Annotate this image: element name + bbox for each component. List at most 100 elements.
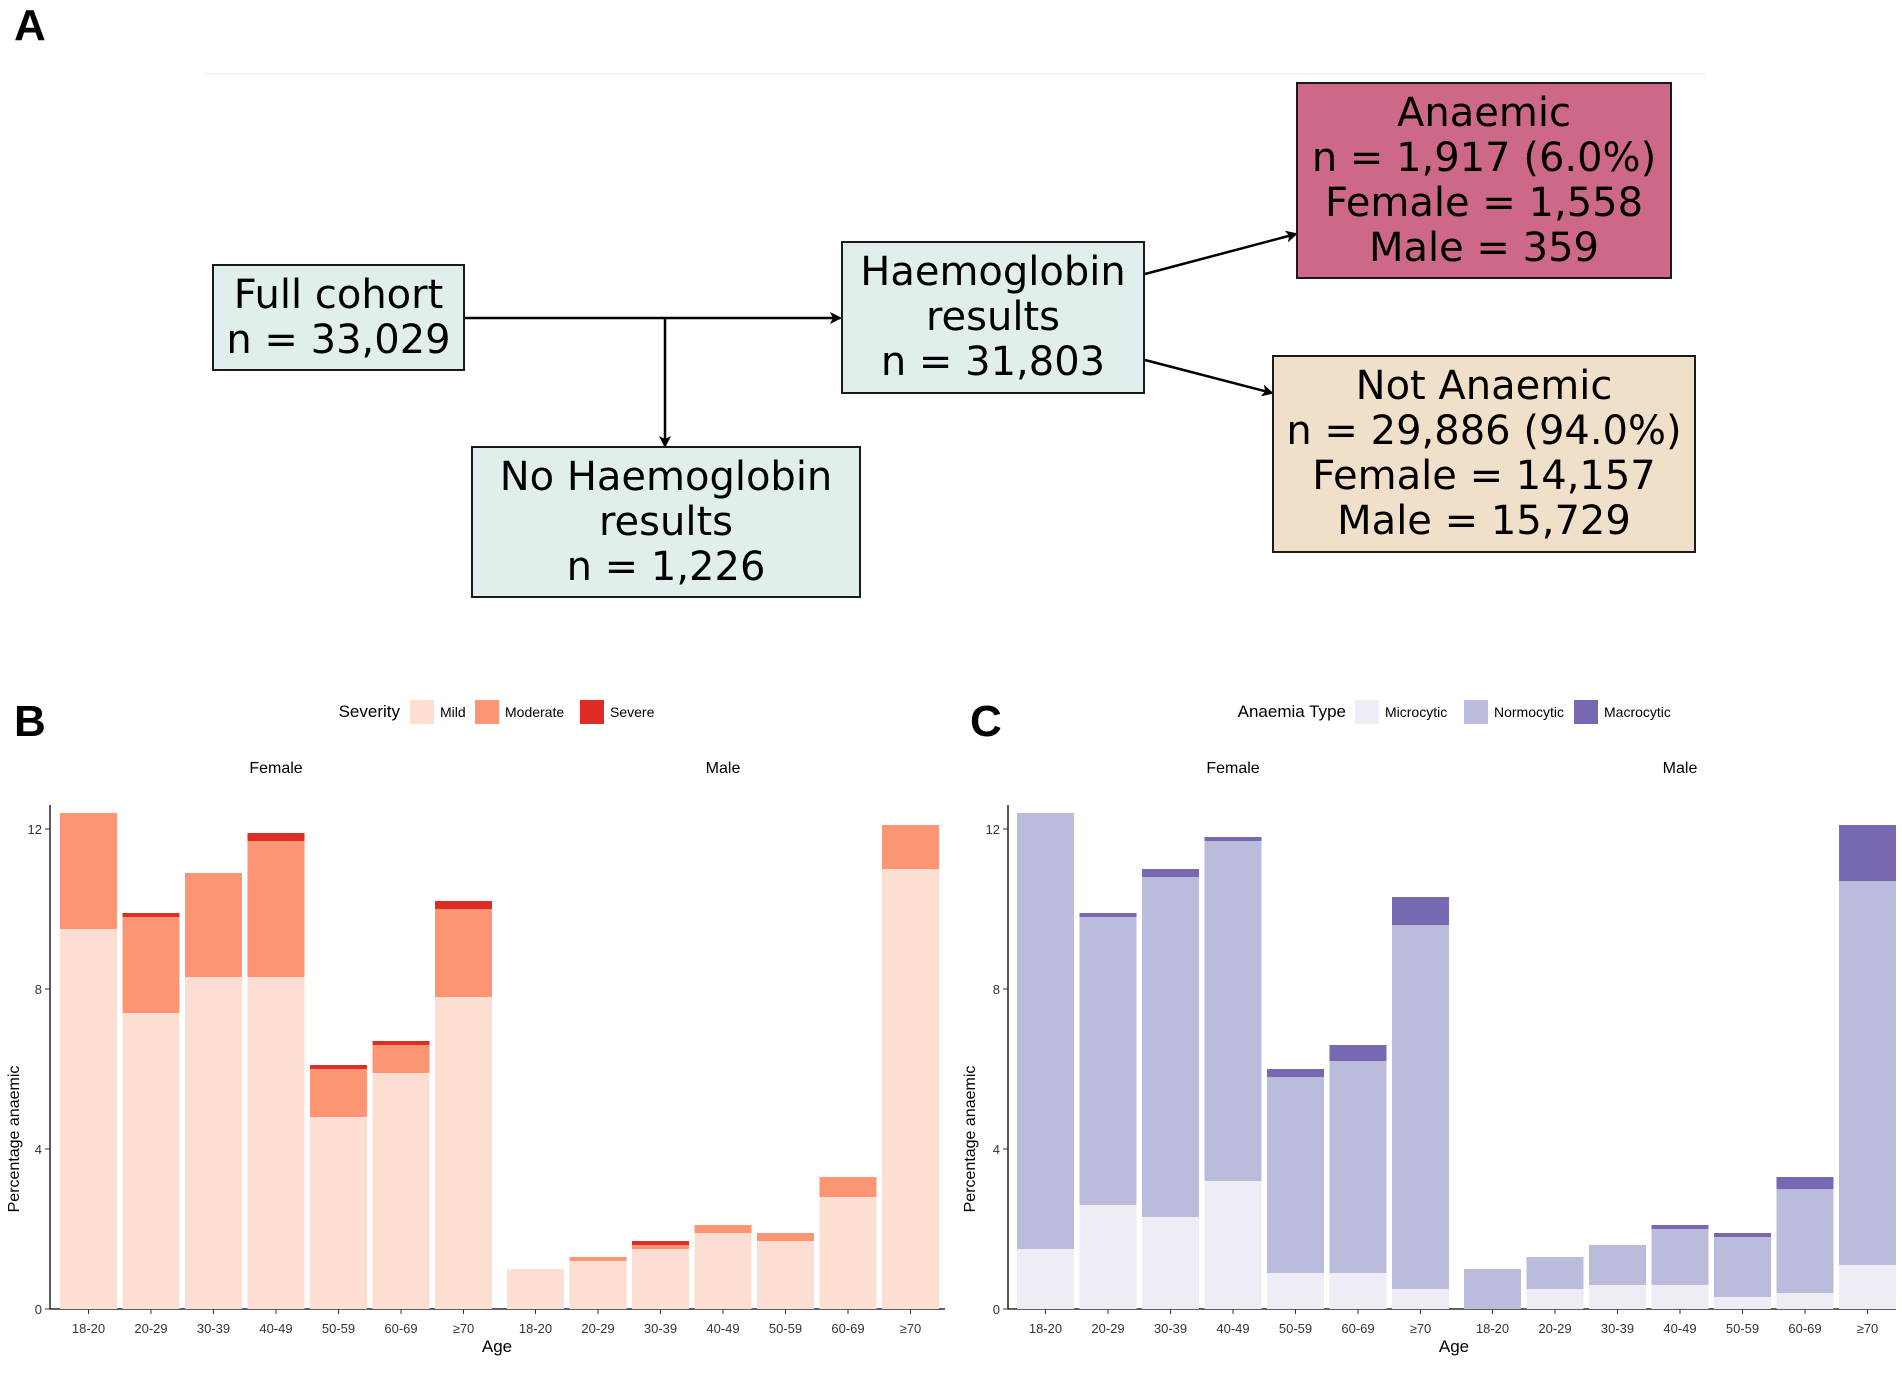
- bar-female-40-49-microcytic: [1204, 1181, 1262, 1309]
- x-tick-label-female-20-29: 20-29: [1091, 1321, 1124, 1336]
- no-haemoglobin-title-2: results: [598, 498, 733, 545]
- full-cohort-title: Full cohort: [233, 271, 444, 318]
- bar-female-20-29-severe: [122, 913, 180, 917]
- bar-male-50-59-microcytic: [1714, 1297, 1771, 1309]
- arrow-haemoglobin-to-not-anaemic: [1144, 358, 1274, 397]
- bar-female-20-29-mild: [122, 1013, 180, 1309]
- bar-male-60-69-normocytic: [1776, 1189, 1834, 1293]
- anaemic-count: n = 1,917 (6.0%): [1311, 134, 1657, 181]
- x-tick-label-male-20-29: 20-29: [1538, 1321, 1571, 1336]
- x-tick-label-male-20-29: 20-29: [581, 1321, 614, 1336]
- bar-female-30-39-microcytic: [1142, 1217, 1199, 1309]
- y-tick-label-12: 12: [28, 822, 42, 837]
- y-tick-label-4: 4: [35, 1142, 42, 1157]
- haemoglobin-results-box: Haemoglobin results n = 31,803: [841, 241, 1145, 394]
- bar-male-40-49-mild: [694, 1233, 752, 1309]
- x-tick-label-male-60-69: 60-69: [1788, 1321, 1821, 1336]
- bar-male-20-29-microcytic: [1526, 1289, 1584, 1309]
- haemoglobin-title-2: results: [925, 294, 1060, 340]
- x-tick-label-female-60-69: 60-69: [1341, 1321, 1374, 1336]
- y-axis-label: Percentage anaemic: [962, 1066, 979, 1213]
- bar-female-60-69-macrocytic: [1329, 1045, 1387, 1061]
- bar-male-30-39-severe: [632, 1241, 689, 1245]
- y-tick-label-8: 8: [35, 982, 42, 997]
- bar-male-40-49-moderate: [694, 1225, 752, 1233]
- legend-title: Severity: [339, 702, 401, 721]
- x-tick-label-male-30-39: 30-39: [1601, 1321, 1634, 1336]
- bar-female-70-normocytic: [1392, 925, 1449, 1289]
- facet-label-male: Male: [1663, 760, 1698, 777]
- not-anaemic-box: Not Anaemic n = 29,886 (94.0%) Female = …: [1272, 355, 1696, 553]
- y-axis-label: Percentage anaemic: [6, 1066, 23, 1213]
- panel-letter-a: A: [14, 1, 46, 50]
- x-tick-label-male-70: ≥70: [900, 1321, 922, 1336]
- anaemia-type-chart: Anaemia Type Microcytic Normocytic Macrocyt…: [962, 700, 1896, 1356]
- bar-male-50-59-mild: [757, 1241, 814, 1309]
- bar-male-70-mild: [882, 869, 939, 1309]
- haemoglobin-count: n = 31,803: [880, 339, 1106, 385]
- bar-female-20-29-microcytic: [1079, 1205, 1137, 1309]
- x-tick-label-male-50-59: 50-59: [769, 1321, 802, 1336]
- bar-female-70-mild: [435, 997, 492, 1309]
- legend-swatch-normocytic: [1464, 700, 1488, 724]
- panel-letter-b: B: [14, 697, 46, 746]
- bar-male-50-59-normocytic: [1714, 1237, 1771, 1297]
- bar-female-50-59-severe: [310, 1065, 367, 1069]
- x-tick-label-female-30-39: 30-39: [1154, 1321, 1187, 1336]
- bar-male-70-microcytic: [1839, 1265, 1896, 1309]
- x-tick-label-male-40-49: 40-49: [706, 1321, 739, 1336]
- x-tick-label-female-18-20: 18-20: [72, 1321, 105, 1336]
- bar-female-20-29-macrocytic: [1079, 913, 1137, 917]
- panel-letter-c: C: [970, 697, 1002, 746]
- bar-female-60-69-moderate: [372, 1045, 430, 1073]
- flowchart-connectors: [205, 73, 1705, 448]
- bar-female-30-39-mild: [185, 977, 242, 1309]
- bar-female-18-20-microcytic: [1017, 1249, 1074, 1309]
- severity-chart: Severity Mild Moderate Severe 0 4 8 12 Female 18-…: [6, 700, 945, 1356]
- x-tick-label-male-40-49: 40-49: [1663, 1321, 1696, 1336]
- bar-male-40-49-macrocytic: [1651, 1225, 1709, 1229]
- no-haemoglobin-title-1: No Haemoglobin: [499, 453, 833, 500]
- bar-female-18-20-normocytic: [1017, 813, 1074, 1249]
- x-tick-label-female-60-69: 60-69: [384, 1321, 417, 1336]
- bar-female-50-59-moderate: [310, 1069, 367, 1117]
- bar-female-60-69-microcytic: [1329, 1273, 1387, 1309]
- bar-male-18-20-mild: [507, 1269, 564, 1309]
- bar-female-18-20-moderate: [60, 813, 117, 929]
- bar-male-60-69-mild: [819, 1197, 877, 1309]
- bar-female-70-macrocytic: [1392, 897, 1449, 925]
- x-tick-label-male-18-20: 18-20: [519, 1321, 552, 1336]
- not-anaemic-female: Female = 14,157: [1312, 453, 1656, 499]
- bar-male-50-59-macrocytic: [1714, 1233, 1771, 1237]
- legend-swatch-moderate: [475, 700, 499, 724]
- anaemic-female: Female = 1,558: [1324, 179, 1644, 226]
- x-tick-label-female-40-49: 40-49: [259, 1321, 292, 1336]
- facet-label-female: Female: [1206, 760, 1259, 777]
- x-tick-label-female-70: ≥70: [453, 1321, 475, 1336]
- bar-female-30-39-moderate: [185, 873, 242, 977]
- x-tick-label-female-40-49: 40-49: [1216, 1321, 1249, 1336]
- y-tick-label-0: 0: [35, 1302, 42, 1317]
- x-tick-label-male-50-59: 50-59: [1726, 1321, 1759, 1336]
- bar-female-70-microcytic: [1392, 1289, 1449, 1309]
- bar-female-70-severe: [435, 901, 492, 909]
- bar-female-70-moderate: [435, 909, 492, 997]
- arrow-haemoglobin-to-anaemic: [1144, 230, 1298, 276]
- bar-male-70-moderate: [882, 825, 939, 869]
- haemoglobin-title-1: Haemoglobin: [860, 249, 1126, 295]
- x-tick-label-female-70: ≥70: [1410, 1321, 1432, 1336]
- bar-female-60-69-normocytic: [1329, 1061, 1387, 1273]
- not-anaemic-count: n = 29,886 (94.0%): [1286, 408, 1682, 454]
- legend-label-severe: Severe: [610, 704, 655, 720]
- legend-swatch-macrocytic: [1574, 700, 1598, 724]
- bar-female-40-49-normocytic: [1204, 841, 1262, 1181]
- legend-label-macrocytic: Macrocytic: [1604, 704, 1671, 720]
- bar-female-50-59-mild: [310, 1117, 367, 1309]
- x-tick-label-female-18-20: 18-20: [1029, 1321, 1062, 1336]
- bar-female-20-29-normocytic: [1079, 917, 1137, 1205]
- bar-male-50-59-moderate: [757, 1233, 814, 1241]
- bar-female-20-29-moderate: [122, 917, 180, 1013]
- legend-swatch-mild: [410, 700, 434, 724]
- bar-male-60-69-moderate: [819, 1177, 877, 1197]
- x-axis-label: Age: [1439, 1337, 1469, 1356]
